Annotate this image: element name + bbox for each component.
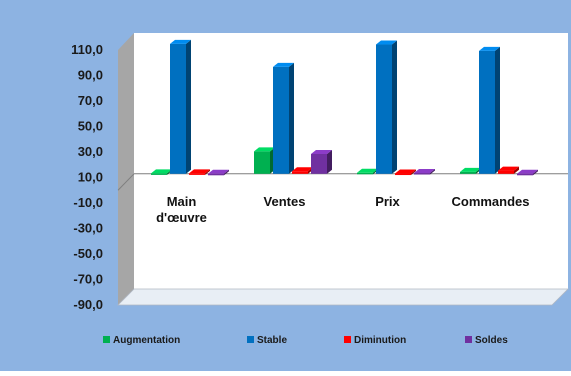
bar-soldes [517,169,538,176]
legend-label: Stable [257,335,287,346]
bar-diminution [498,166,519,174]
bar-top [311,149,332,154]
y-tick-label: -90,0 [73,297,103,312]
bar-soldes [414,169,435,175]
legend-swatch [465,336,472,343]
y-tick-label: 50,0 [78,119,103,134]
bar-stable [479,46,500,174]
x-tick-label: Prix [375,194,400,209]
bar-front [414,173,430,175]
bar-side [392,40,397,174]
bar-front [170,43,186,174]
bars-group [151,39,538,176]
bar-augmentation [254,147,275,174]
bar-top [189,169,210,174]
y-tick-label: -10,0 [73,195,103,210]
bar-side [495,46,500,174]
bar-side [224,169,229,176]
bar-stable [170,39,191,174]
plot-floor [117,288,569,306]
bar-top [376,40,397,45]
bar-top [273,62,294,67]
x-tick-label: Ventes [264,194,306,209]
y-tick-label: -70,0 [73,272,103,287]
y-tick-label: 10,0 [78,170,103,185]
y-tick-label: 110,0 [71,42,103,57]
bar-front [376,44,392,174]
x-tick-label: d'œuvre [156,210,207,225]
legend-label: Soldes [475,335,508,346]
bar-soldes [311,149,332,174]
x-tick-label: Main [167,194,197,209]
bar-side [411,169,416,176]
bar-top [414,169,435,174]
bar-top [170,39,191,44]
bar-front [460,171,476,174]
bar-side [514,166,519,174]
y-tick-label: 90,0 [78,68,103,83]
legend-swatch [344,336,351,343]
bar-front [254,151,270,174]
bar-front [395,173,411,176]
bar-side [289,62,294,174]
y-axis-ticks: 110,0 90,0 70,0 50,0 30,0 10,0 -10,0 -30,0 -50,0… [71,42,103,312]
bar-side [205,169,210,175]
bar-top [479,46,500,51]
bar-top [151,169,172,174]
legend-swatch [247,336,254,343]
x-tick-label: Commandes [451,194,529,209]
legend: Augmentation Stable Diminution Soldes [103,335,508,346]
bar-top [395,169,416,174]
bar-front [151,173,167,175]
bar-side [430,169,435,175]
plot-wall-side [118,33,134,305]
bar-front [517,173,533,176]
bar-top [357,168,378,173]
bar-top [254,147,275,152]
bar-diminution [189,169,210,175]
bar-front [208,173,224,176]
bar-front [357,172,373,175]
y-tick-label: -30,0 [73,221,103,236]
legend-label: Augmentation [113,335,180,346]
bar-front [189,173,205,175]
bar-top [292,167,313,172]
bar-top [208,169,229,174]
bar-side [327,149,332,174]
bar-front [498,170,514,174]
bar-side [186,39,191,174]
bar-soldes [208,169,229,176]
y-tick-label: 30,0 [78,144,103,159]
bar-top [460,167,481,172]
bar-front [273,66,289,174]
bar-diminution [395,169,416,176]
bar-top [498,166,519,171]
zero-line-side [117,173,135,191]
bar-front [479,50,495,174]
bar-side [533,169,538,176]
bar-front [292,171,308,174]
bar-front [311,153,327,174]
bar-stable [376,40,397,174]
legend-label: Diminution [354,335,406,346]
legend-swatch [103,336,110,343]
y-tick-label: -50,0 [73,246,103,261]
bar-top [517,169,538,174]
y-tick-label: 70,0 [78,93,103,108]
bar-stable [273,62,294,174]
plot-wall-back [134,33,568,289]
